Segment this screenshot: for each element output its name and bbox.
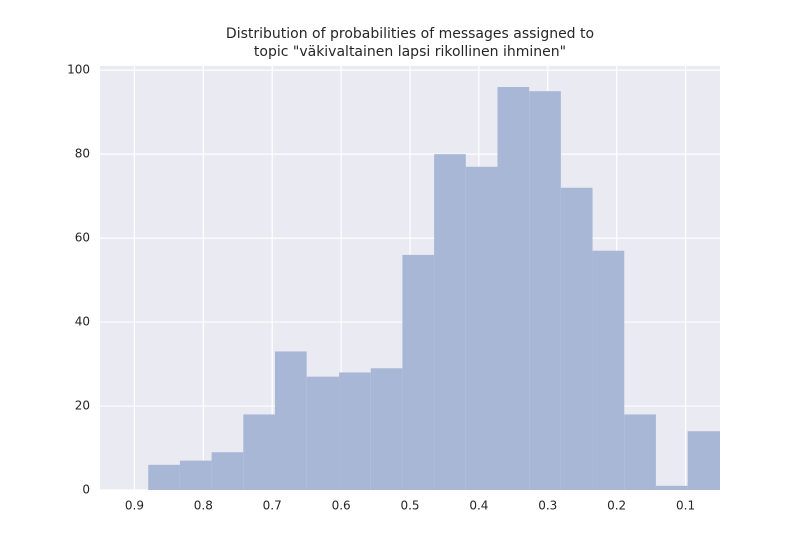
bar xyxy=(592,250,625,490)
y-tick-label: 20 xyxy=(75,399,90,413)
y-tick-label: 100 xyxy=(67,63,90,77)
bar xyxy=(434,154,466,490)
x-tick-label: 0.3 xyxy=(538,499,557,513)
x-tick-label: 0.4 xyxy=(469,499,488,513)
x-tick-label: 0.7 xyxy=(263,499,282,513)
bar xyxy=(497,86,530,490)
bar xyxy=(655,485,688,490)
bar xyxy=(339,372,371,490)
x-tick-label: 0.5 xyxy=(400,499,419,513)
y-tick-label: 40 xyxy=(75,315,90,329)
bar xyxy=(560,187,593,491)
x-tick-label: 0.2 xyxy=(607,499,626,513)
x-tick-label: 0.9 xyxy=(125,499,144,513)
chart-title: topic "väkivaltainen lapsi rikollinen ih… xyxy=(254,44,566,60)
bar xyxy=(211,452,244,490)
bar xyxy=(306,376,340,490)
bar xyxy=(624,414,656,490)
bar xyxy=(179,460,212,490)
bar xyxy=(402,254,435,490)
y-tick-label: 80 xyxy=(75,147,90,161)
bar xyxy=(370,368,403,490)
x-tick-label: 0.1 xyxy=(676,499,695,513)
x-tick-label: 0.6 xyxy=(332,499,351,513)
y-tick-label: 60 xyxy=(75,231,90,245)
bar xyxy=(687,431,720,490)
bar xyxy=(243,414,275,490)
bar xyxy=(465,166,498,490)
bar xyxy=(529,91,561,491)
bar xyxy=(148,464,180,490)
bar xyxy=(274,351,307,490)
x-tick-label: 0.8 xyxy=(194,499,213,513)
y-tick-label: 0 xyxy=(82,483,90,497)
chart-title: Distribution of probabilities of message… xyxy=(226,26,594,42)
